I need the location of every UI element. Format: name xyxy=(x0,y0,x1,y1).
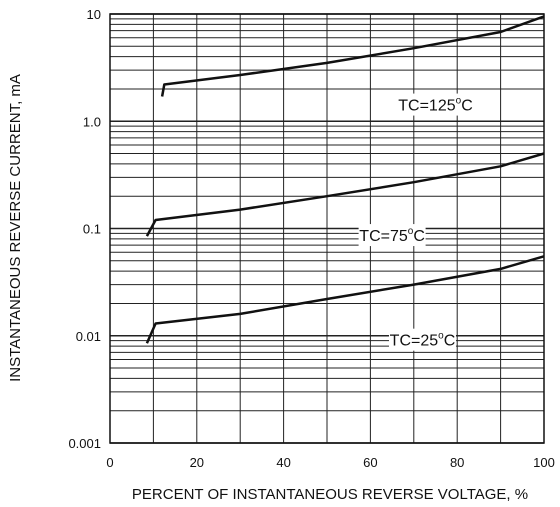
y-tick-label: 0.01 xyxy=(76,329,101,344)
series-line xyxy=(145,152,545,237)
x-tick-label: 100 xyxy=(533,455,555,470)
x-axis-label: PERCENT OF INSTANTANEOUS REVERSE VOLTAGE… xyxy=(132,486,528,503)
series-labels: TC=125oC TC=75oC TC=25oC xyxy=(358,93,474,351)
y-tick-label: 10 xyxy=(87,7,101,22)
y-tick-label: 1.0 xyxy=(83,114,101,129)
series-line xyxy=(145,255,545,344)
series-label-background xyxy=(397,93,474,116)
series-label: TC=125oC xyxy=(398,96,473,115)
x-tick-label: 0 xyxy=(106,455,113,470)
x-tick-label: 80 xyxy=(450,455,464,470)
tick-labels: 0 20 40 60 80 100 0.001 0.01 0.1 1.0 10 xyxy=(68,7,554,470)
series-lines xyxy=(145,15,545,344)
y-axis-label: INSTANTANEOUS REVERSE CURRENT, mA xyxy=(7,74,24,382)
series-label: TC=75oC xyxy=(359,226,425,245)
x-tick-label: 20 xyxy=(190,455,204,470)
grid xyxy=(109,13,545,444)
x-tick-label: 60 xyxy=(363,455,377,470)
series-label-background xyxy=(388,328,456,351)
series-line xyxy=(160,15,545,97)
y-tick-label: 0.1 xyxy=(83,222,101,237)
series-label: TC=25oC xyxy=(390,331,456,350)
x-tick-label: 40 xyxy=(276,455,290,470)
plot-frame xyxy=(109,13,545,444)
series-label-background xyxy=(358,224,426,247)
y-tick-label: 0.001 xyxy=(68,436,101,451)
